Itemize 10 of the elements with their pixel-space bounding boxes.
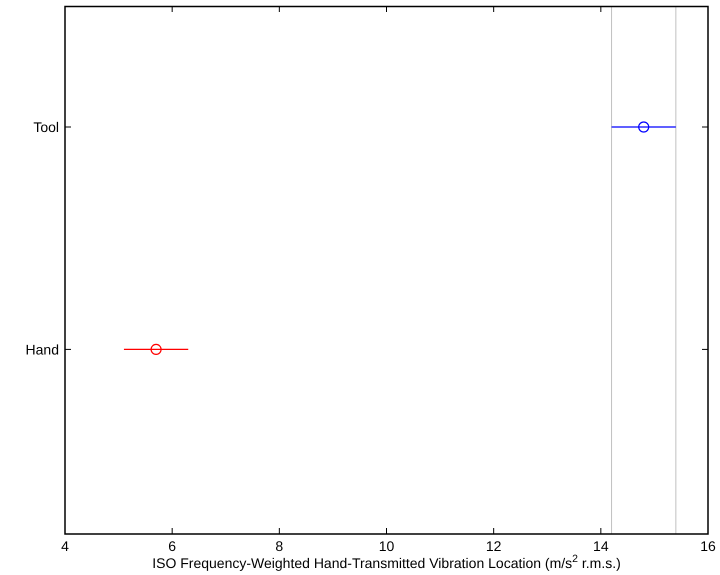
x-tick-label: 16: [700, 538, 716, 554]
x-tick-label: 4: [61, 538, 70, 554]
x-tick-label: 6: [168, 538, 176, 554]
x-tick-label: 12: [486, 538, 502, 554]
x-tick-label: 8: [275, 538, 284, 554]
x-tick-label: 14: [593, 538, 609, 554]
x-tick-label: 10: [378, 538, 394, 554]
y-tick-label: Tool: [33, 118, 59, 135]
x-axis-title: ISO Frequency-Weighted Hand-Transmitted Vibration Location (m/s$^{2}$ r.m.s.): [152, 553, 621, 571]
y-tick-label: Hand: [26, 341, 59, 358]
